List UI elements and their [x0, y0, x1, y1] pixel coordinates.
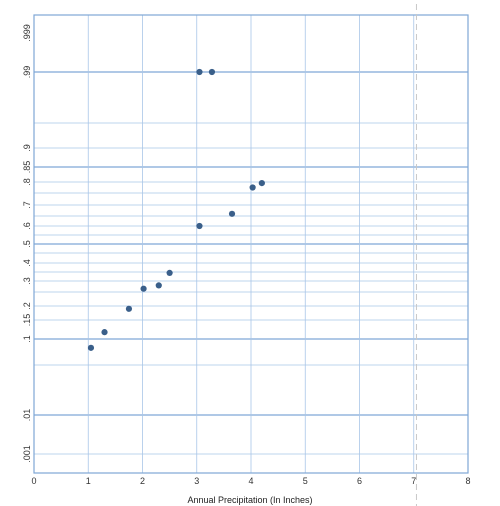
data-point	[166, 269, 173, 276]
y-tick-label: .4	[22, 259, 32, 267]
y-tick-label: .7	[22, 201, 32, 209]
y-tick-label: .01	[22, 409, 32, 422]
y-tick-label: .8	[22, 178, 32, 186]
x-tick-label: 7	[411, 476, 416, 486]
data-point	[228, 210, 236, 217]
x-tick-label: 3	[194, 476, 199, 486]
y-tick-label: .001	[22, 445, 32, 463]
data-point	[87, 344, 95, 351]
plot-frame	[33, 14, 469, 474]
x-axis-label: Annual Precipitation (In Inches)	[187, 495, 312, 505]
x-tick-labels: 0 1 2 3 4 5 6 7 8	[31, 476, 470, 486]
data-point	[249, 184, 256, 191]
plot-border	[33, 14, 469, 474]
data-points	[87, 68, 265, 351]
data-point	[140, 285, 147, 292]
data-point	[196, 222, 203, 230]
y-tick-label: .6	[22, 222, 32, 230]
data-point	[155, 282, 162, 289]
y-tick-label: .15	[22, 314, 32, 327]
data-point	[125, 305, 133, 312]
y-tick-label: .5	[22, 240, 32, 248]
y-tick-labels: .001 .01 .1 .15 .2 .3 .4 .5 .6 .7 .8 .85 .9 .99 .999	[22, 24, 32, 463]
x-tick-label: 4	[248, 476, 253, 486]
data-point	[208, 68, 216, 76]
grid-lines	[34, 15, 468, 473]
y-tick-label: .1	[22, 335, 32, 343]
x-tick-label: 6	[357, 476, 362, 486]
x-tick-label: 8	[465, 476, 470, 486]
data-point	[196, 68, 203, 76]
y-tick-label: .999	[22, 24, 32, 42]
x-tick-label: 5	[303, 476, 308, 486]
y-tick-label: .85	[22, 161, 32, 174]
y-tick-label: .99	[22, 66, 32, 79]
data-point	[258, 180, 265, 187]
x-tick-label: 1	[86, 476, 91, 486]
x-tick-label: 0	[31, 476, 36, 486]
y-tick-label: .9	[22, 144, 32, 152]
data-point	[101, 329, 108, 336]
y-tick-label: .3	[22, 277, 32, 285]
y-tick-label: .2	[22, 302, 32, 310]
x-tick-label: 2	[140, 476, 145, 486]
